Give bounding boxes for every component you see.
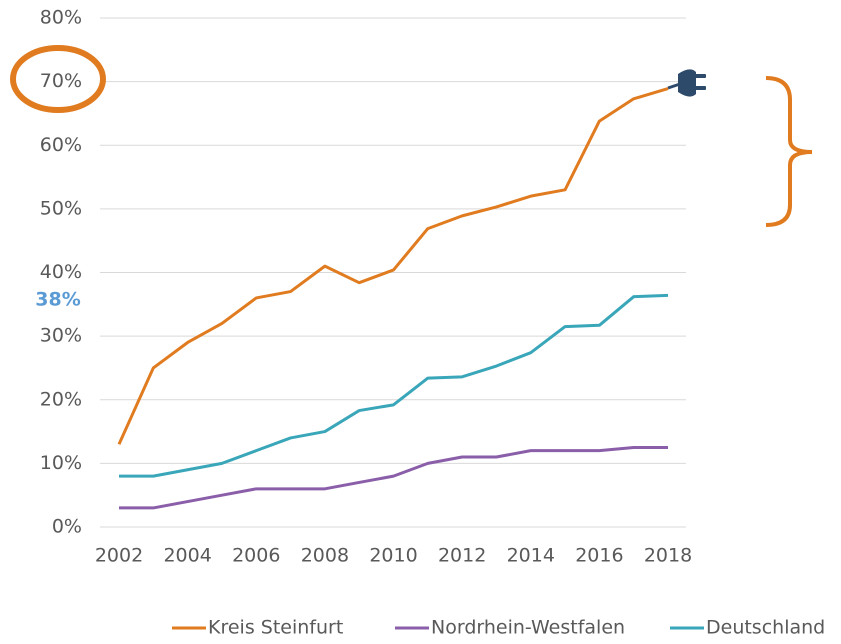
- series-line: [117, 87, 669, 445]
- legend-label: Nordrhein-Westfalen: [431, 617, 625, 639]
- legend-label: Kreis Steinfurt: [208, 617, 343, 639]
- x-tick-label: 2018: [644, 545, 692, 567]
- x-tick-label: 2016: [575, 545, 623, 567]
- x-tick-label: 2010: [369, 545, 417, 567]
- legend-label: Deutschland: [706, 617, 825, 639]
- y-tick-label: 80%: [40, 7, 82, 29]
- series-line: [119, 445, 668, 510]
- bracket: [765, 76, 813, 227]
- x-tick-label: 2002: [95, 545, 143, 567]
- x-tick-label: 2012: [438, 545, 486, 567]
- y-tick-label: 40%: [40, 261, 82, 283]
- highlight-circle: [10, 45, 106, 113]
- y-tick-label: 10%: [40, 452, 82, 474]
- x-tick-label: 2006: [232, 545, 280, 567]
- y-tick-label: 60%: [40, 134, 82, 156]
- plug-icon: [667, 69, 706, 97]
- y-tick-label: 70%: [40, 70, 82, 92]
- annotation: 38%: [35, 289, 80, 311]
- y-tick-label: 50%: [40, 197, 82, 219]
- x-tick-label: 2004: [163, 545, 211, 567]
- plot: 0% 10% 20% 30% 40% 50% 60% 70% 80% 2002 2004 2006 20…: [35, 7, 825, 639]
- y-tick-label: 20%: [40, 388, 82, 410]
- x-tick-label: 2014: [507, 545, 555, 567]
- series-line: [119, 293, 669, 478]
- y-tick-label: 30%: [40, 325, 82, 347]
- y-tick-label: 0%: [52, 516, 82, 538]
- x-tick-label: 2008: [301, 545, 349, 567]
